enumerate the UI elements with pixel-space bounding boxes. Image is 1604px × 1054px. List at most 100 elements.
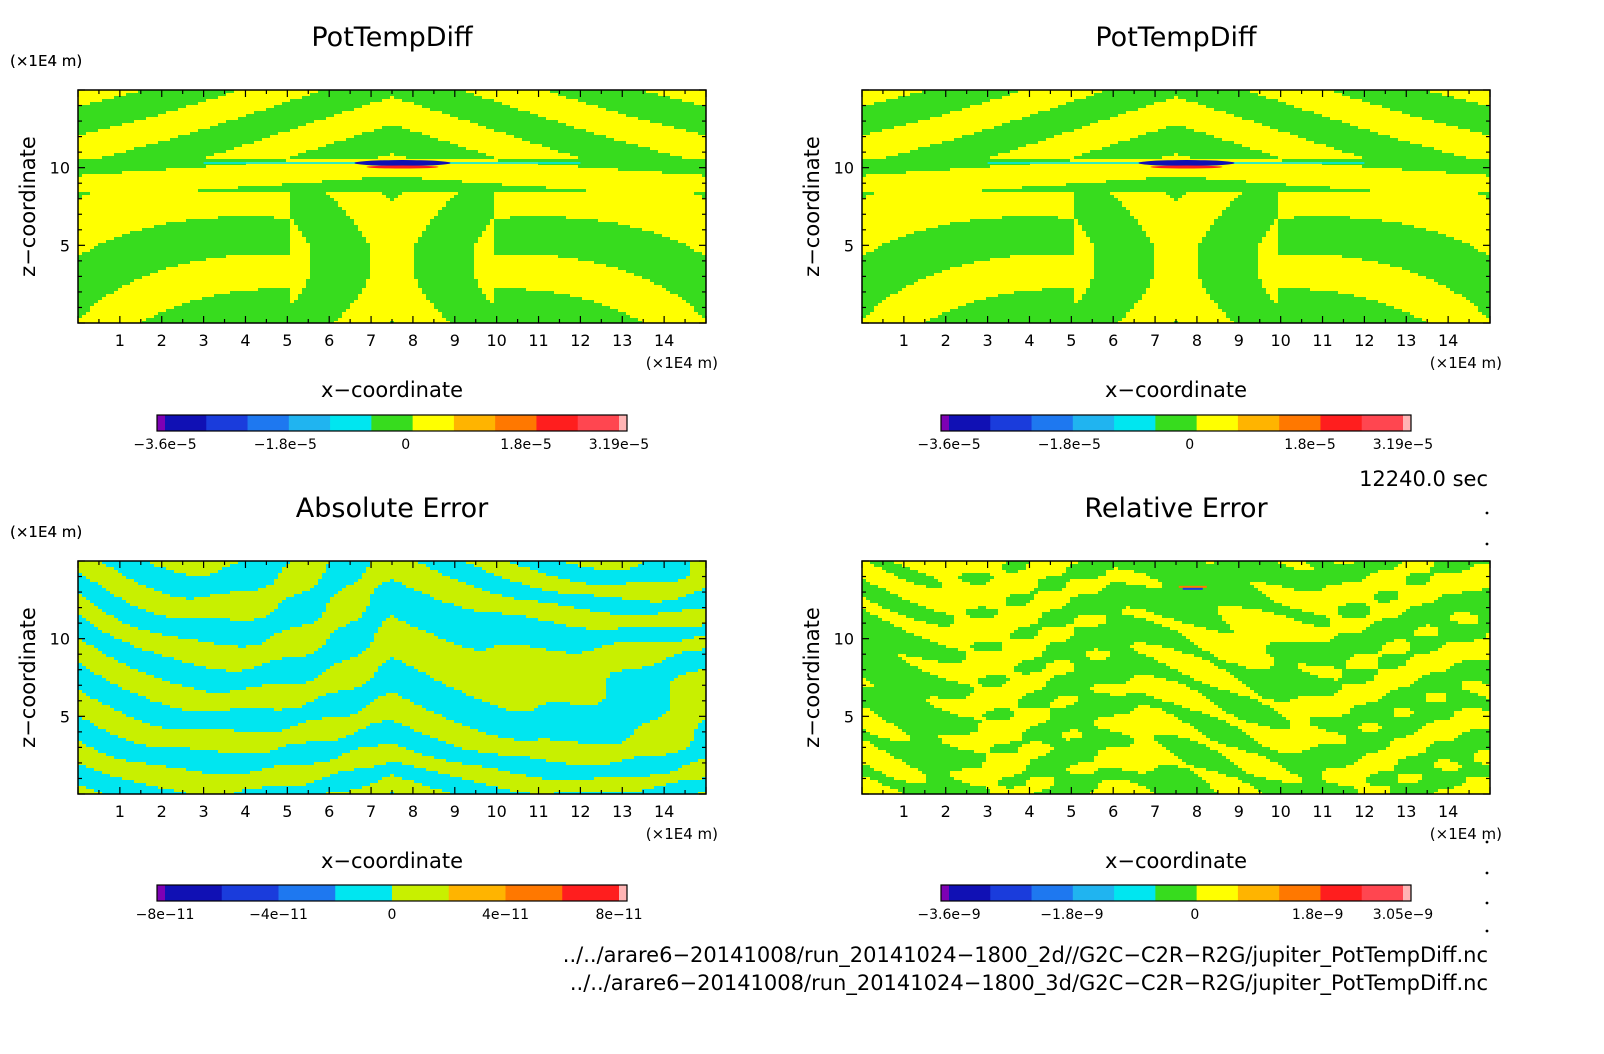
colorbar-swatch (1237, 415, 1280, 431)
x-tick-label: 4 (1024, 331, 1034, 350)
colorbar-swatch (1237, 885, 1280, 901)
colorbar-tick-label: 0 (388, 907, 397, 923)
colorbar-frame (940, 884, 1412, 902)
colorbar-swatch (941, 885, 950, 901)
colorbar-tick-label: 0 (1190, 907, 1199, 923)
x-tick-label: 3 (983, 802, 993, 821)
colorbar-swatch (157, 885, 166, 901)
colorbar-tick-label: 4e−11 (482, 907, 529, 923)
colorbar-swatch (1114, 885, 1156, 901)
y-tick-label: 10 (50, 630, 70, 649)
colorbar-swatch (1279, 415, 1321, 431)
y-tick-label: 10 (834, 630, 854, 649)
heatmap-contours (862, 90, 1490, 323)
colorbar-swatch (1155, 885, 1198, 901)
x-tick-label: 7 (366, 802, 376, 821)
colorbar-tick-label: −3.6e−9 (917, 907, 980, 923)
file-path: ../../arare6−20141008/run_20141024−1800_… (563, 943, 1488, 968)
x-axis-label: x−coordinate (1105, 849, 1247, 873)
colorbar-tick-label: −3.6e−5 (917, 437, 980, 453)
colorbar-tick-label: −1.8e−5 (254, 437, 317, 453)
feature-core (1138, 160, 1235, 167)
colorbar: −3.6e−9 −1.8e−9 0 1.8e−9 3.05e−9 (917, 884, 1433, 923)
colorbar-swatch (1320, 885, 1363, 901)
colorbar-swatch (1196, 885, 1239, 901)
colorbar-swatch (371, 415, 414, 431)
x-tick-label: 1 (899, 802, 909, 821)
heatmap-field (862, 90, 1490, 323)
colorbar-tick-label: −1.8e−9 (1040, 907, 1103, 923)
axis-ticks (77, 560, 707, 795)
heatmap-contours (862, 561, 1490, 794)
colorbar-tick-label: −4e−11 (249, 907, 308, 923)
colorbar: −3.6e−5 −1.8e−5 0 1.8e−5 3.19e−5 (917, 414, 1433, 453)
colorbar-tick-label: 3.19e−5 (1373, 437, 1433, 453)
x-tick-label: 10 (1270, 802, 1290, 821)
panel-3: Absolute Error(×1E4 m)1 2 3 4 5 6 7 8 9 10 11 12 13 1… (10, 493, 718, 923)
colorbar-frame (940, 414, 1412, 432)
colorbar-swatch (1031, 415, 1074, 431)
x-tick-label: 13 (612, 802, 632, 821)
x-unit-label: (×1E4 m) (1430, 354, 1502, 372)
x-tick-label: 13 (612, 331, 632, 350)
colorbar-swatch (1072, 415, 1115, 431)
x-tick-label: 14 (654, 331, 674, 350)
x-tick-label: 1 (115, 802, 125, 821)
colorbar-tick-label: 0 (1185, 437, 1194, 453)
x-tick-label: 12 (1354, 331, 1374, 350)
colorbar-swatch (1155, 415, 1198, 431)
x-tick-label: 14 (654, 802, 674, 821)
colorbar-swatch (1403, 885, 1412, 901)
colorbar-swatch (448, 885, 506, 901)
colorbar: −3.6e−5 −1.8e−5 0 1.8e−5 3.19e−5 (133, 414, 649, 453)
x-tick-label: 9 (1234, 802, 1244, 821)
colorbar-swatch (392, 885, 450, 901)
colorbar-tick-label: 1.8e−5 (1284, 437, 1336, 453)
colorbar-swatch (1031, 885, 1074, 901)
x-tick-label: 11 (528, 331, 548, 350)
panel-title: Absolute Error (296, 493, 489, 524)
x-unit-label: (×1E4 m) (646, 354, 718, 372)
feature-spot (1178, 585, 1207, 588)
x-tick-label: 8 (1192, 802, 1202, 821)
x-tick-label: 2 (157, 802, 167, 821)
colorbar-swatch (1403, 415, 1412, 431)
feature-core (354, 160, 451, 167)
x-tick-label: 10 (486, 331, 506, 350)
y-tick-label: 5 (60, 707, 70, 726)
y-unit-label: (×1E4 m) (10, 52, 82, 70)
colorbar-swatch (1072, 885, 1115, 901)
colorbar-swatch (1361, 415, 1404, 431)
y-tick-label: 10 (50, 159, 70, 178)
x-unit-label: (×1E4 m) (1430, 825, 1502, 843)
colorbar-swatch (165, 885, 223, 901)
colorbar-swatch (453, 415, 496, 431)
x-tick-label: 3 (199, 802, 209, 821)
colorbar-swatch (1361, 885, 1404, 901)
heatmap-field (78, 561, 706, 794)
axis-ticks (861, 89, 1491, 324)
panel-title: PotTempDiff (1095, 22, 1258, 53)
x-tick-label: 1 (899, 331, 909, 350)
colorbar-tick-label: −1.8e−5 (1038, 437, 1101, 453)
x-tick-label: 7 (366, 331, 376, 350)
marker-dot (1485, 840, 1489, 844)
colorbar-swatch (990, 885, 1033, 901)
colorbar-swatch (165, 415, 207, 431)
axis-ticks (77, 89, 707, 324)
colorbar-swatch (562, 885, 620, 901)
colorbar-swatch (157, 415, 166, 431)
panel-4: Relative Error(×1E4 m)1 2 3 4 5 6 7 8 9 10 11 12 13 1… (10, 493, 1502, 923)
y-tick-label: 5 (844, 707, 854, 726)
x-axis-label: x−coordinate (321, 378, 463, 402)
x-tick-label: 6 (324, 802, 334, 821)
axis-ticks (861, 560, 1491, 795)
x-tick-label: 5 (282, 331, 292, 350)
x-tick-label: 8 (408, 331, 418, 350)
colorbar-swatch (288, 415, 331, 431)
colorbar-tick-label: −8e−11 (136, 907, 195, 923)
x-tick-label: 12 (570, 331, 590, 350)
x-tick-label: 12 (1354, 802, 1374, 821)
x-tick-label: 2 (941, 331, 951, 350)
